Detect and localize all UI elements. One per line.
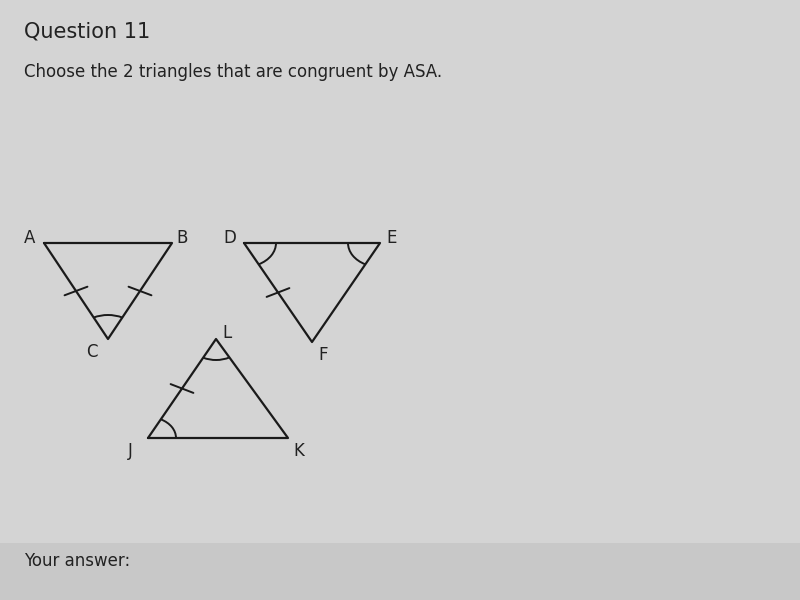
Text: J: J	[128, 442, 133, 460]
Text: Choose the 2 triangles that are congruent by ASA.: Choose the 2 triangles that are congruen…	[24, 63, 442, 81]
Text: D: D	[223, 229, 236, 247]
Text: C: C	[86, 343, 98, 361]
Bar	[0, 543, 800, 600]
Text: F: F	[318, 346, 328, 364]
Text: A: A	[24, 229, 35, 247]
Text: B: B	[176, 229, 187, 247]
Text: Question 11: Question 11	[24, 21, 150, 41]
Text: L: L	[222, 324, 232, 342]
Text: E: E	[386, 229, 396, 247]
Text: K: K	[294, 442, 305, 460]
Text: Your answer:: Your answer:	[24, 552, 130, 570]
